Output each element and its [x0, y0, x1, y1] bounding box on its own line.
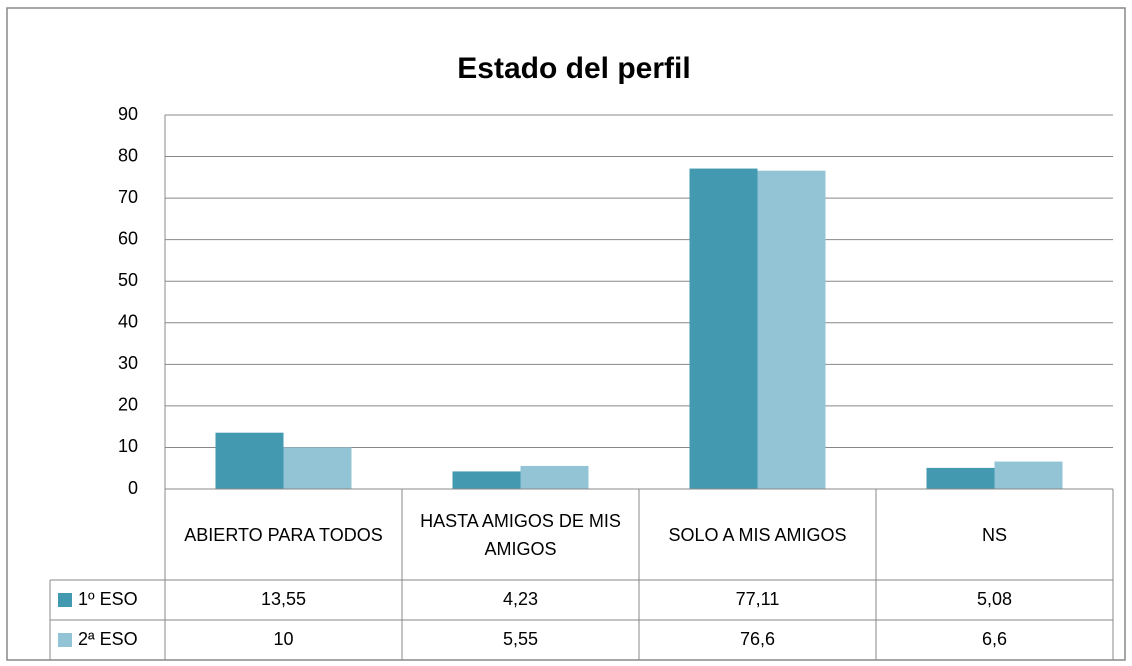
bar — [215, 432, 284, 489]
y-tick-label: 90 — [118, 104, 138, 124]
legend-key — [58, 633, 72, 647]
y-tick-label: 80 — [118, 145, 138, 165]
bar — [994, 461, 1063, 489]
chart-frame — [6, 7, 1126, 661]
legend-key — [58, 593, 72, 607]
chart-title: Estado del perfil — [457, 52, 690, 85]
bar — [926, 467, 995, 489]
y-tick-label: 70 — [118, 187, 138, 207]
bar — [452, 471, 521, 489]
y-tick-label: 20 — [118, 395, 138, 415]
x-tick-label: SOLO A MIS AMIGOS — [668, 524, 847, 545]
y-tick-label: 50 — [118, 270, 138, 290]
y-tick-label: 60 — [118, 228, 138, 248]
y-tick-label: 30 — [118, 353, 138, 373]
table-value: 5,55 — [503, 629, 538, 649]
bar — [520, 465, 589, 489]
x-tick-label: HASTA AMIGOS DE MIS AMIGOS — [420, 510, 621, 559]
category-cell: HASTA AMIGOS DE MIS AMIGOS — [420, 510, 621, 559]
bar — [757, 170, 826, 489]
table-value: 6,6 — [982, 629, 1007, 649]
table-value: 13,55 — [261, 589, 306, 609]
table-value: 77,11 — [736, 589, 780, 609]
table-value: 76,6 — [740, 629, 775, 649]
table-value: 4,23 — [503, 589, 538, 609]
category-cell: NS — [981, 524, 1007, 545]
x-tick-label: ABIERTO PARA TODOS — [184, 524, 383, 545]
table-value: 5,08 — [977, 589, 1012, 609]
x-tick-label: NS — [981, 524, 1007, 545]
category-cell: SOLO A MIS AMIGOS — [668, 524, 847, 545]
legend-label: 1º ESO — [78, 589, 138, 609]
bar — [689, 168, 758, 489]
table-value: 10 — [273, 629, 293, 649]
y-tick-label: 0 — [128, 478, 138, 498]
y-tick-label: 40 — [118, 312, 138, 332]
category-cell: ABIERTO PARA TODOS — [184, 524, 383, 545]
bar — [283, 447, 352, 489]
legend-label: 2ª ESO — [78, 629, 138, 649]
y-tick-label: 10 — [118, 436, 138, 456]
